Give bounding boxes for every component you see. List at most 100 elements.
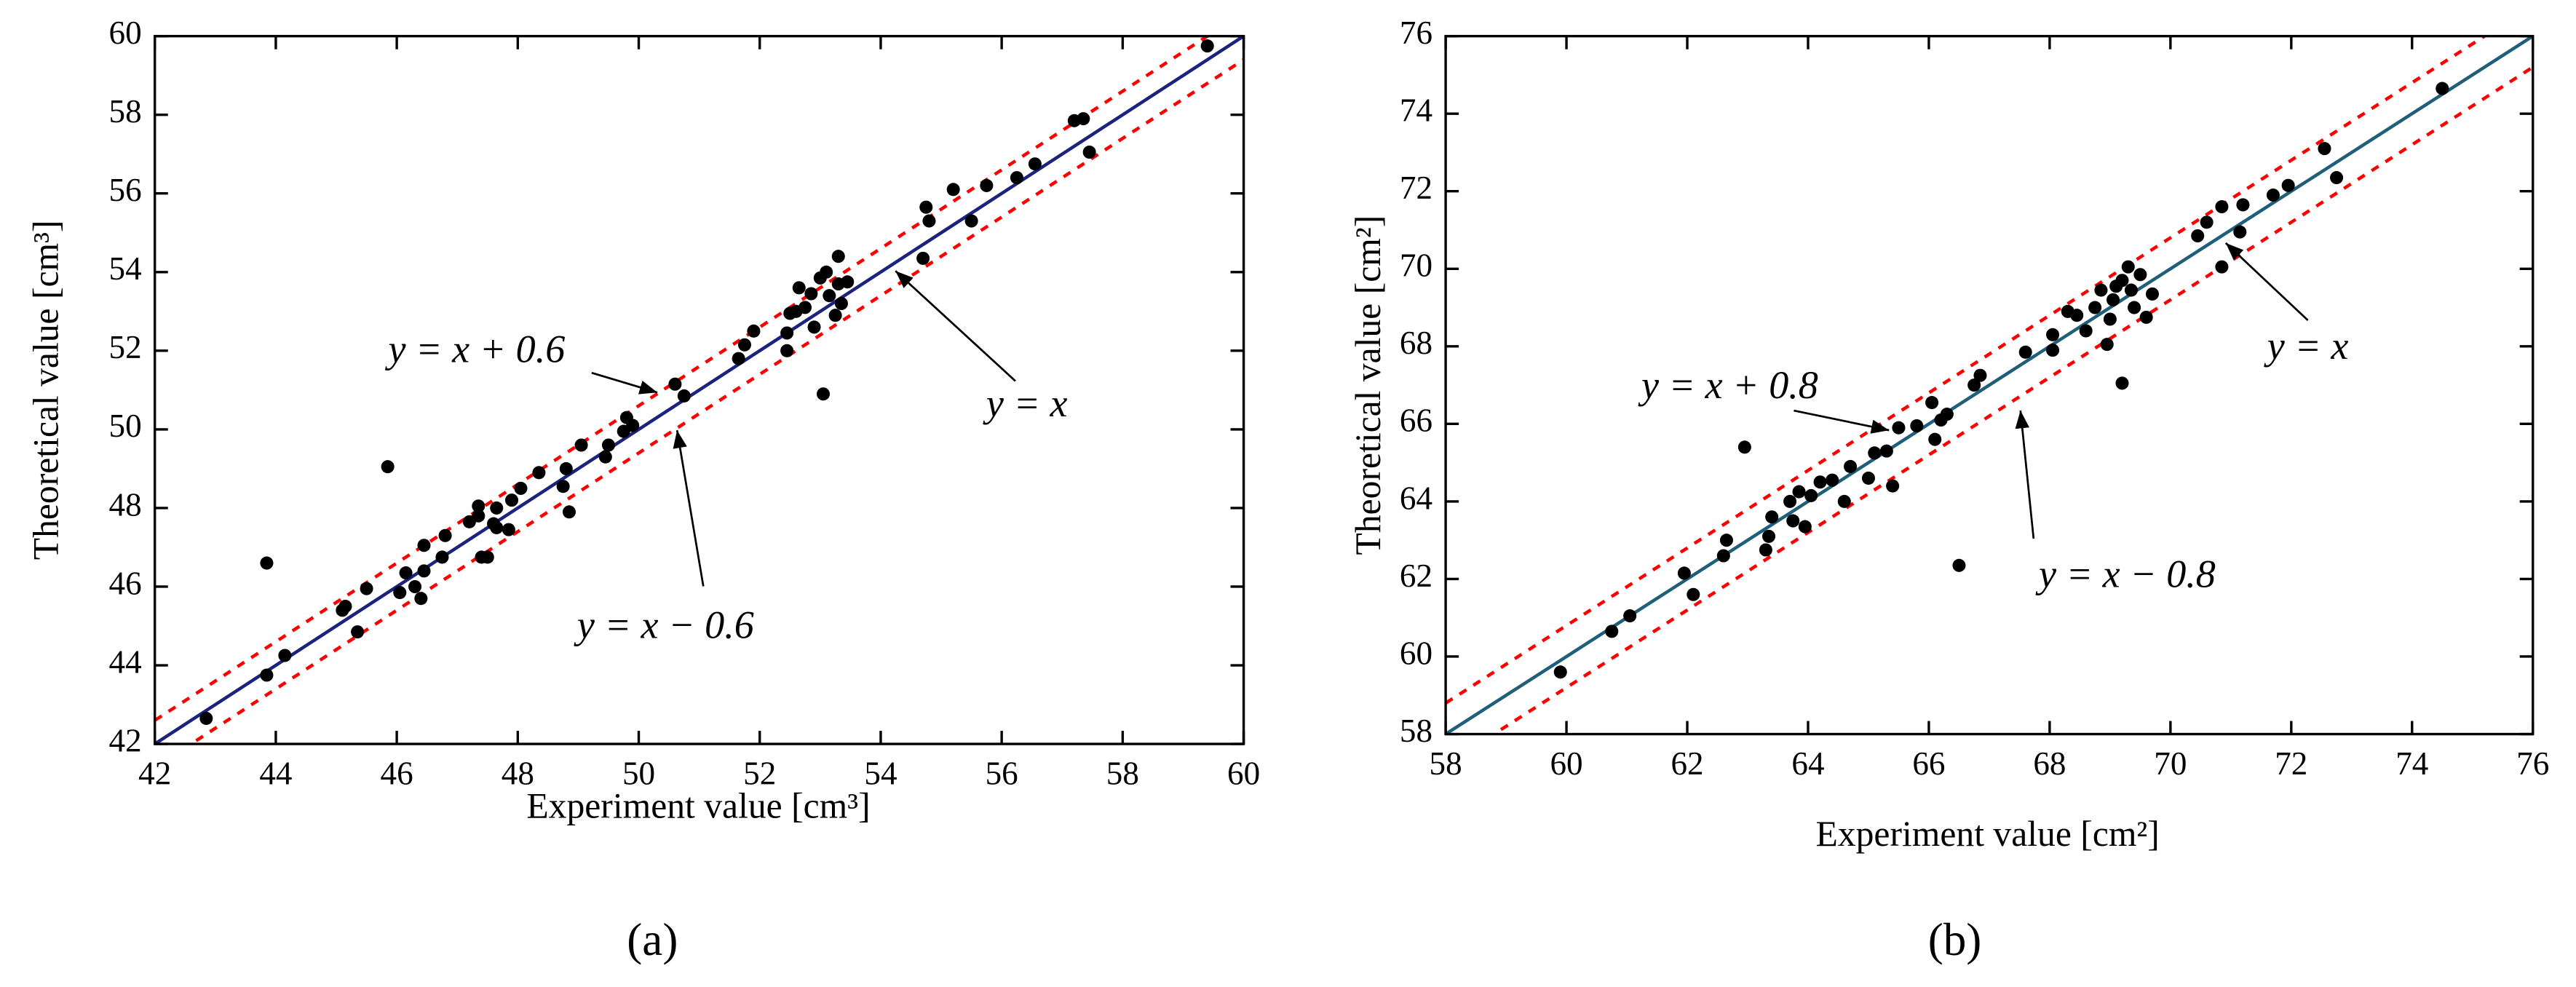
x-tick-label: 70 [2154,745,2187,782]
annotation-arrow [2224,242,2309,321]
data-point [792,281,806,295]
data-point [2215,260,2229,274]
data-point [414,592,428,606]
data-point [1798,520,1812,534]
data-point [780,326,794,340]
data-point [1826,473,1839,487]
x-tick-label: 76 [2516,745,2549,782]
y-tick-label: 60 [1400,635,1432,671]
y-tick-label: 76 [1400,15,1432,51]
data-point [2215,200,2229,214]
data-point [2106,293,2120,306]
annotation: y = x + 0.8 [1638,363,1818,407]
data-point [2236,198,2250,212]
data-point [1719,534,1733,547]
data-point [1973,368,1987,382]
y-tick-label: 68 [1400,325,1432,361]
annotation: y = x [2264,324,2349,368]
y-tick-label: 64 [1400,480,1432,516]
data-point [601,438,616,452]
data-point [2139,310,2153,324]
data-point [1082,145,1096,159]
x-tick-label: 74 [2395,745,2428,782]
data-point [1925,396,1939,410]
data-point [2124,283,2138,297]
annotation-arrow [2015,410,2035,539]
y-tick-label: 58 [109,93,142,130]
data-point [260,556,274,570]
data-point [472,499,486,513]
data-point [1028,157,1042,171]
data-point [1553,665,1567,679]
plot-lines [154,36,1244,745]
data-point [828,309,842,322]
data-point [804,287,818,301]
data-point [816,387,831,401]
data-point [381,460,395,474]
annotation: y = x − 0.6 [574,603,754,647]
data-point [831,250,845,263]
data-point [916,251,930,265]
data-point [399,566,413,580]
data-point [626,419,640,432]
data-point [260,668,274,682]
y-tick-label: 48 [109,486,142,523]
data-point [1762,529,1776,543]
data-point [2018,345,2032,359]
data-point [360,582,373,595]
offset-line [1491,66,2533,734]
y-tick-label: 54 [109,250,142,287]
data-point [1910,419,1924,433]
data-point [964,214,978,228]
y-tick-label: 50 [109,408,142,444]
data-point [780,344,794,357]
data-point [1804,488,1818,502]
data-point [1879,444,1893,458]
y-tick-label: 62 [1400,558,1432,594]
x-tick-label: 52 [743,756,776,792]
data-point [2088,301,2102,314]
x-tick-label: 66 [1912,745,1945,782]
plot-frame [1444,34,2535,736]
annotation-arrow [591,371,658,395]
data-point [2330,171,2344,185]
y-tick-label: 66 [1400,403,1432,439]
y-axis-title: Theoretical value [cm²] [1348,215,1388,555]
data-point [2115,376,2129,390]
data-point [807,320,821,334]
plot-frame [154,34,1245,745]
data-point [946,183,960,197]
data-point [1765,510,1779,524]
data-point [922,214,936,228]
data-point [1861,471,1875,485]
y-tick-label: 58 [1400,713,1432,749]
data-point [2094,283,2108,297]
x-axis-title: Experiment value [cm²] [1815,814,2159,854]
data-point [823,289,836,303]
data-point [278,649,292,662]
data-point [1687,587,1700,601]
data-point [480,550,494,564]
offset-line [154,36,1210,722]
data-point [2233,225,2247,239]
data-point [2266,189,2280,202]
data-point [2191,229,2205,243]
data-point [2281,178,2295,192]
data-point [556,480,570,494]
x-tick-label: 72 [2275,745,2307,782]
y-tick-label: 46 [109,565,142,601]
x-tick-label: 68 [2033,745,2066,782]
data-point [1737,440,1751,454]
x-tick-label: 42 [138,756,171,792]
x-tick-label: 46 [381,756,413,792]
data-point [1792,485,1806,499]
x-tick-label: 44 [259,756,292,792]
data-point [574,438,588,452]
data-point [1868,446,1882,460]
identity-line [154,36,1244,745]
annotation-arrow [673,429,705,587]
x-tick-label: 48 [502,756,534,792]
data-point [408,579,422,594]
data-point [1928,432,1942,446]
panel-label: (b) [1928,914,1982,965]
